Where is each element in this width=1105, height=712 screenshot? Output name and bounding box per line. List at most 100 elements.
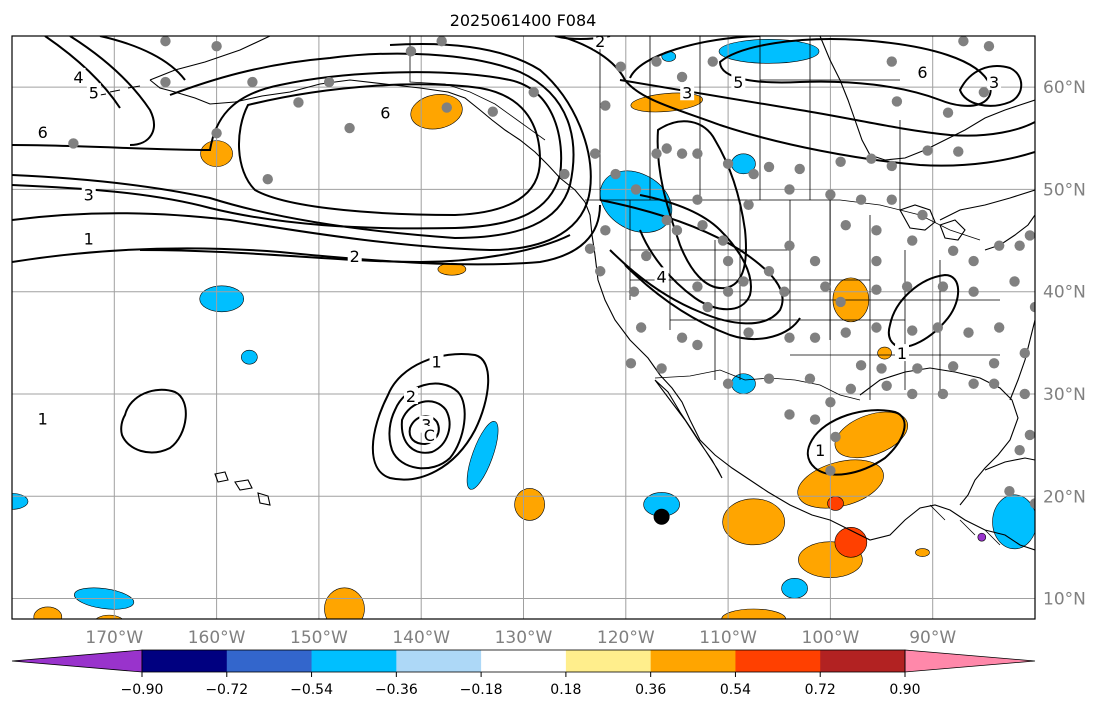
station-dot — [528, 87, 539, 98]
station-dot — [825, 396, 836, 408]
station-dot — [722, 158, 734, 170]
station-dot — [651, 148, 662, 159]
colorbar-tick-label: −0.36 — [375, 682, 418, 698]
lat-tick-label: 60°N — [1043, 78, 1086, 98]
coastline-great-lakes — [899, 204, 966, 241]
contour-nw-corner-6 — [99, 36, 186, 81]
contour-2-central-pacific — [388, 382, 466, 470]
station-dot — [886, 160, 897, 172]
station-dot — [881, 380, 892, 391]
station-dot — [1009, 276, 1020, 287]
station-dot — [901, 281, 913, 292]
station-dot — [784, 332, 795, 343]
colorbar-segment — [226, 650, 313, 672]
station-dot — [441, 102, 452, 113]
station-dot — [779, 286, 790, 297]
station-dot — [958, 36, 969, 47]
contour-label: 5 — [733, 73, 743, 92]
station-dot — [840, 327, 851, 338]
lon-tick-label: 140°W — [392, 628, 450, 648]
coastline-baja — [654, 379, 723, 479]
contour-4-gulf-of-alaska — [12, 52, 575, 240]
contour-nw-corner-4 — [69, 36, 155, 146]
station-dot — [293, 97, 304, 108]
contour-label-mask — [35, 123, 50, 141]
colorbar-extend-high — [904, 649, 1036, 673]
contour-label-mask — [35, 409, 50, 427]
station-dot — [1014, 240, 1025, 251]
lon-tick-label: 90°W — [909, 628, 956, 648]
station-dot — [1029, 301, 1035, 313]
colorbar-tick-label: 0.18 — [550, 682, 581, 698]
station-dot — [912, 363, 923, 374]
station-dot — [323, 76, 335, 88]
anomaly-region — [410, 94, 463, 130]
station-dot — [809, 414, 821, 425]
contour-1-mexico — [806, 409, 906, 476]
contour-label-mask — [81, 185, 96, 203]
border-central-america — [929, 504, 1001, 546]
station-dot — [968, 255, 979, 267]
station-dot — [993, 322, 1005, 333]
station-dot — [1014, 445, 1025, 456]
lon-tick-label: 130°W — [495, 628, 553, 648]
station-dot — [886, 194, 897, 205]
station-dot — [160, 76, 171, 88]
station-dot — [784, 240, 795, 251]
contour-label: 3 — [989, 73, 999, 92]
contour-label-mask — [86, 83, 101, 101]
station-dot — [344, 122, 355, 134]
contour-label: 1 — [431, 352, 441, 371]
coastline-aleutians — [99, 85, 141, 96]
anomaly-region — [781, 578, 808, 599]
contour-5-gulf-of-alaska — [12, 71, 563, 230]
station-dot — [743, 327, 754, 338]
lon-tick-label: 120°W — [597, 628, 655, 648]
contour-label: 1 — [38, 410, 48, 429]
latitude-labels: 10°N 20°N 30°N 40°N 50°N 60°N — [1043, 78, 1086, 609]
station-dot — [247, 76, 258, 88]
anomaly-region — [722, 498, 785, 546]
station-dot — [1019, 347, 1030, 359]
contour-north-canada-6 — [718, 38, 992, 107]
station-dot — [584, 243, 596, 254]
contour-label-mask — [347, 246, 362, 264]
station-dot — [1081, 317, 1091, 327]
station-dot — [845, 383, 857, 395]
colorbar-tick-labels: −0.90 −0.72 −0.54 −0.36 −0.18 0.18 0.36 0.54 0.7… — [121, 672, 921, 698]
station-dot — [784, 184, 795, 195]
station-dot — [1055, 338, 1065, 348]
station-dot — [763, 161, 775, 173]
lat-tick-label: 30°N — [1043, 385, 1086, 405]
forecast-contours — [12, 36, 1035, 481]
station-dot — [804, 373, 816, 384]
anomaly-region — [466, 421, 499, 490]
coastline-hawaii — [214, 471, 271, 506]
station-dot — [738, 276, 749, 287]
contour-label: 3 — [84, 186, 94, 205]
anomaly-region — [95, 614, 123, 619]
station-dot — [937, 281, 949, 292]
anomaly-shading — [12, 39, 1035, 619]
contour-label-mask — [403, 387, 418, 405]
station-dot — [983, 41, 995, 52]
colorbar-segment — [311, 650, 397, 672]
station-dot — [794, 163, 805, 175]
station-dot — [692, 281, 703, 292]
anomaly-region — [12, 493, 29, 510]
contour-label: 1 — [815, 441, 825, 460]
colorbar — [11, 649, 1036, 673]
station-dot — [656, 363, 667, 374]
lat-tick-label: 40°N — [1043, 283, 1086, 303]
station-dot — [871, 255, 882, 267]
station-dot — [676, 148, 688, 159]
station-dot — [866, 153, 877, 164]
coastline-hudson — [819, 36, 1035, 161]
lon-tick-label: 150°W — [290, 628, 348, 648]
anomaly-region — [834, 526, 868, 558]
station-dot — [978, 87, 990, 98]
station-dot — [615, 61, 626, 72]
anomaly-region — [324, 587, 365, 619]
station-dot — [262, 173, 273, 185]
